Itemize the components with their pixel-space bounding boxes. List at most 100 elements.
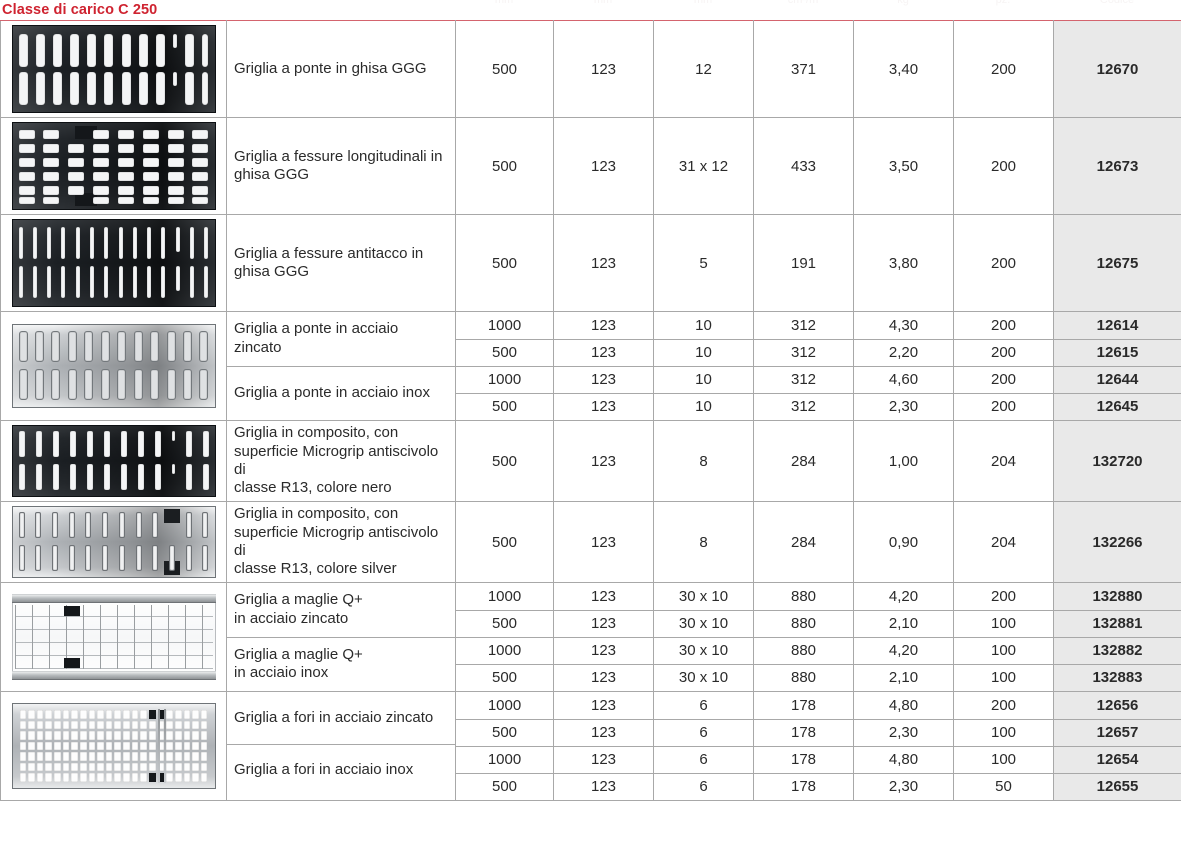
width-cell: 123: [554, 718, 653, 747]
slot-values: 30 x 10 30 x 10 30 x 10 30 x 10: [654, 583, 753, 691]
width-group-cell: 123 123 123 123: [553, 691, 654, 801]
width-cell: 123: [553, 214, 654, 312]
quantity-cell: 200: [954, 338, 1053, 367]
code-values: 12614 12615 12644 12645: [1054, 312, 1181, 420]
weight-group-cell: 4,30 2,20 4,60 2,30: [853, 311, 954, 421]
description-group-table: Griglia a fori in acciaio zincato Grigli…: [227, 692, 455, 796]
slot-cell: 6: [654, 718, 753, 747]
width-cell: 123: [554, 583, 653, 611]
code-cell[interactable]: 12645: [1054, 392, 1181, 420]
area-cell: 178: [754, 772, 853, 800]
area-cell: 312: [754, 392, 853, 420]
quantity-cell: 100: [954, 636, 1053, 665]
length-cell: 500: [456, 718, 553, 747]
description-line: Griglia a fessure antitacco in: [234, 244, 424, 262]
table-row: Griglia a fessure longitudinali in ghisa…: [0, 117, 1181, 215]
group-label: Griglia a ponte in acciaio inox: [227, 365, 455, 420]
code-cell[interactable]: 132882: [1054, 636, 1181, 665]
length-cell: 500: [455, 214, 554, 312]
width-cell: 123: [554, 392, 653, 420]
code-cell[interactable]: 132881: [1054, 609, 1181, 638]
quantity-cell: 200: [954, 392, 1053, 420]
quantity-cell: 100: [954, 609, 1053, 638]
description-line: Griglia a ponte in ghisa GGG: [234, 59, 427, 77]
area-cell: 178: [754, 745, 853, 774]
code-cell[interactable]: 12615: [1054, 338, 1181, 367]
area-group-cell: 178 178 178 178: [753, 691, 854, 801]
product-description-cell: Griglia a ponte in ghisa GGG: [226, 20, 456, 118]
slot-cell: 30 x 10: [654, 583, 753, 611]
quantity-group-cell: 200 100 100 50: [953, 691, 1054, 801]
description-group-row: Griglia a ponte in acciaio inox: [227, 365, 455, 420]
code-group-cell: 12614 12615 12644 12645: [1053, 311, 1181, 421]
grating-perforated-plate-light-icon: [11, 703, 216, 789]
area-cell: 312: [754, 338, 853, 367]
length-group-cell: 1000 500 1000 500: [455, 691, 554, 801]
weight-group-cell: 4,80 2,30 4,80 2,30: [853, 691, 954, 801]
weight-cell: 2,10: [854, 609, 953, 638]
code-cell[interactable]: 132720: [1053, 420, 1181, 502]
code-cell[interactable]: 132266: [1053, 501, 1181, 583]
grating-heel-proof-slots-dark-icon: [11, 219, 216, 307]
length-cell: 500: [456, 338, 553, 367]
length-cell: 500: [456, 663, 553, 691]
width-values: 123 123 123 123: [554, 692, 653, 800]
length-values: 1000 500 1000 500: [456, 692, 553, 800]
code-cell[interactable]: 132883: [1054, 663, 1181, 691]
slot-cell: 10: [654, 365, 753, 394]
code-cell[interactable]: 132880: [1054, 583, 1181, 611]
code-cell[interactable]: 12670: [1053, 20, 1181, 118]
code-cell[interactable]: 12655: [1054, 772, 1181, 800]
length-cell: 1000: [456, 692, 553, 720]
slot-cell: 10: [654, 312, 753, 340]
length-cell: 500: [456, 772, 553, 800]
slot-cell: 10: [654, 392, 753, 420]
description-group-row: Griglia a fori in acciaio inox: [227, 743, 455, 796]
table-row: Griglia a fori in acciaio zincato Grigli…: [0, 691, 1181, 801]
code-cell[interactable]: 12614: [1054, 312, 1181, 340]
group-label: Griglia a maglie Q+ in acciaio inox: [227, 636, 455, 691]
width-cell: 123: [554, 312, 653, 340]
length-cell: 500: [455, 20, 554, 118]
weight-group-cell: 4,20 2,10 4,20 2,10: [853, 582, 954, 692]
weight-cell: 4,80: [854, 745, 953, 774]
product-description-cell: Griglia a ponte in acciaio zincato Grigl…: [226, 311, 456, 421]
length-cell: 500: [456, 609, 553, 638]
code-cell[interactable]: 12675: [1053, 214, 1181, 312]
quantity-cell: 200: [954, 583, 1053, 611]
product-image-cell: [0, 214, 227, 312]
slot-group-cell: 30 x 10 30 x 10 30 x 10 30 x 10: [653, 582, 754, 692]
length-cell: 500: [455, 420, 554, 502]
slot-values: 10 10 10 10: [654, 312, 753, 420]
quantity-cell: 200: [954, 312, 1053, 340]
code-cell[interactable]: 12657: [1054, 718, 1181, 747]
area-cell: 433: [753, 117, 854, 215]
width-cell: 123: [553, 420, 654, 502]
length-values: 1000 500 1000 500: [456, 312, 553, 420]
ghost-header-cell: mm: [593, 0, 613, 6]
ghost-header-cell: kg: [897, 0, 909, 6]
product-description-cell: Griglia a fori in acciaio zincato Grigli…: [226, 691, 456, 801]
weight-cell: 1,00: [853, 420, 954, 502]
slot-cell: 30 x 10: [654, 636, 753, 665]
width-group-cell: 123 123 123 123: [553, 311, 654, 421]
description-line: superficie Microgrip antiscivolo di: [234, 523, 439, 559]
width-cell: 123: [554, 692, 653, 720]
description-line: ghisa GGG: [234, 263, 310, 280]
table-row: Griglia in composito, con superficie Mic…: [0, 420, 1181, 502]
weight-cell: 2,30: [854, 772, 953, 800]
code-cell[interactable]: 12673: [1053, 117, 1181, 215]
slot-cell: 30 x 10: [654, 609, 753, 638]
slot-cell: 12: [653, 20, 754, 118]
group-label: Griglia a fori in acciaio zincato: [227, 692, 455, 745]
description-group-table: Griglia a ponte in acciaio zincato Grigl…: [227, 312, 455, 420]
grating-longitudinal-slots-dark-icon: [11, 122, 216, 210]
slot-cell: 6: [654, 692, 753, 720]
ghost-header-cell: pz.: [995, 0, 1011, 6]
code-cell[interactable]: 12644: [1054, 365, 1181, 394]
code-cell[interactable]: 12656: [1054, 692, 1181, 720]
weight-cell: 4,30: [854, 312, 953, 340]
code-cell[interactable]: 12654: [1054, 745, 1181, 774]
product-image-cell: [0, 20, 227, 118]
grating-cast-iron-bridge-dark-icon: [11, 25, 216, 113]
